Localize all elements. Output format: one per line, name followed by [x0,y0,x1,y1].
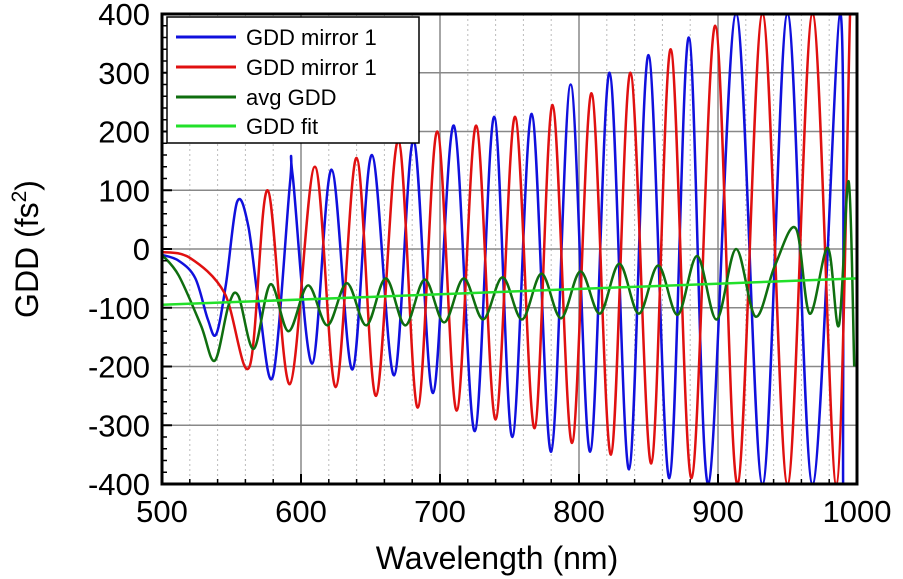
legend-label-3: avg GDD [246,85,336,110]
legend-entry-3: avg GDD [176,85,336,110]
legend-label-2: GDD mirror 1 [246,55,377,80]
y-tick-labels: 400 300 200 100 0 -100 -200 -300 -400 [88,0,150,502]
y-tick-label: -300 [88,408,150,443]
y-tick-label: 200 [98,115,150,150]
y-tick-label: 300 [98,56,150,91]
legend-entry-1: GDD mirror 1 [176,25,377,50]
y-axis-title-close: ) [9,180,45,191]
y-tick-label: 0 [133,232,150,267]
legend-label-4: GDD fit [246,114,318,139]
x-tick-label: 800 [553,494,605,529]
legend-label-1: GDD mirror 1 [246,25,377,50]
x-tick-label: 1000 [823,494,892,529]
x-tick-label: 500 [136,494,188,529]
y-tick-label: -100 [88,291,150,326]
y-tick-label: -200 [88,350,150,385]
y-axis-title: GDD (fs2) [8,180,45,318]
series-line-3 [162,180,856,367]
x-tick-label: 600 [275,494,327,529]
series-line-2 [162,14,852,484]
series-layer [162,14,857,484]
series-line-1 [162,14,845,484]
legend-entry-4: GDD fit [176,114,318,139]
x-tick-label: 700 [414,494,466,529]
y-axis-title-superscript: 2 [8,191,31,203]
x-tick-labels: 500 600 700 800 900 1000 [136,494,891,529]
legend: GDD mirror 1 GDD mirror 1 avg GDD GDD fi… [166,16,420,144]
y-tick-label: -400 [88,467,150,502]
series-line-4 [162,277,857,307]
y-tick-label: 100 [98,173,150,208]
x-axis-title: Wavelength (nm) [376,540,618,576]
x-tick-label: 900 [692,494,744,529]
y-tick-label: 400 [98,0,150,32]
legend-entry-2: GDD mirror 1 [176,55,377,80]
